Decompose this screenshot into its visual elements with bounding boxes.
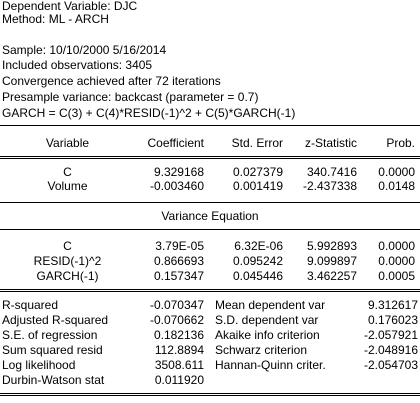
- stats-top-rule-2: [0, 291, 420, 292]
- stat-label-left: R-squared: [2, 298, 59, 312]
- variance-equation-title: Variance Equation: [161, 209, 259, 223]
- stat-label-left: Adjusted R-squared: [2, 313, 109, 327]
- stat-label-right: S.D. dependent var: [215, 313, 319, 327]
- dependent-variable-line: Dependent Variable: DJC: [2, 0, 138, 13]
- column-header-z-statistic: z-Statistic: [304, 136, 357, 150]
- row-variable: C: [63, 165, 72, 179]
- row-variable: GARCH(-1): [36, 269, 99, 283]
- stat-value-left: 112.8894: [154, 343, 204, 357]
- row-z-statistic: 5.992893: [306, 239, 357, 253]
- stat-value-right: -2.054703: [363, 358, 418, 372]
- column-header-coefficient: Coefficient: [147, 136, 204, 150]
- row-z-statistic: 340.7416: [306, 165, 357, 179]
- row-z-statistic: 9.099897: [306, 254, 357, 268]
- stat-label-right: Akaike info criterion: [215, 328, 320, 342]
- convergence-line: Convergence achieved after 72 iterations: [2, 74, 221, 88]
- stat-value-left: -0.070662: [149, 313, 204, 327]
- stat-value-left: 3508.611: [154, 358, 204, 372]
- row-coefficient: 3.79E-05: [155, 239, 204, 253]
- column-header-variable: Variable: [45, 136, 90, 150]
- row-variable: C: [63, 239, 72, 253]
- method-line: Method: ML - ARCH: [2, 12, 109, 26]
- row-variable: Volume: [47, 179, 88, 193]
- stat-label-left: S.E. of regression: [2, 328, 98, 342]
- row-prob: 0.0148: [378, 179, 415, 193]
- row-std-error: 0.027379: [232, 165, 283, 179]
- row-prob: 0.0000: [378, 165, 415, 179]
- stat-value-left: 0.011920: [154, 373, 204, 387]
- row-prob: 0.0000: [378, 254, 415, 268]
- row-variable: RESID(-1)^2: [33, 254, 102, 268]
- row-z-statistic: 3.462257: [306, 269, 357, 283]
- stat-value-right: -2.048916: [363, 343, 418, 357]
- row-std-error: 0.045446: [232, 269, 283, 283]
- row-prob: 0.0005: [378, 269, 415, 283]
- column-header-std-error: Std. Error: [231, 136, 283, 150]
- row-coefficient: 0.866693: [153, 254, 204, 268]
- sample-line: Sample: 10/10/2000 5/16/2014: [2, 43, 167, 57]
- row-prob: 0.0000: [378, 239, 415, 253]
- row-std-error: 0.095242: [232, 254, 283, 268]
- stat-label-left: Sum squared resid: [2, 343, 103, 357]
- included-observations-line: Included observations: 3405: [2, 58, 153, 72]
- table-top-rule: [0, 125, 420, 126]
- row-z-statistic: -2.437338: [302, 179, 357, 193]
- table-bottom-rule-2: [0, 395, 420, 396]
- stat-value-left: 0.182136: [153, 328, 204, 342]
- stats-top-rule-1: [0, 289, 420, 290]
- stat-label-right: Mean dependent var: [215, 298, 326, 312]
- variance-section-top-rule: [0, 202, 420, 203]
- stat-value-right: -2.057921: [363, 328, 418, 342]
- header-rule-1: [0, 156, 420, 157]
- presample-variance-line: Presample variance: backcast (parameter …: [2, 90, 259, 104]
- row-std-error: 0.001419: [232, 179, 283, 193]
- stat-value-right: 0.176023: [367, 313, 418, 327]
- table-bottom-rule-1: [0, 393, 420, 394]
- column-header-prob: Prob.: [386, 136, 415, 150]
- stat-label-left: Durbin-Watson stat: [2, 373, 105, 387]
- stat-label-right: Hannan-Quinn criter.: [215, 358, 326, 372]
- stat-value-right: 9.312617: [367, 298, 418, 312]
- row-std-error: 6.32E-06: [234, 239, 283, 253]
- header-rule-2: [0, 158, 420, 159]
- stat-label-right: Schwarz criterion: [215, 343, 308, 357]
- garch-equation-line: GARCH = C(3) + C(4)*RESID(-1)^2 + C(5)*G…: [2, 106, 296, 120]
- row-coefficient: -0.003460: [149, 179, 204, 193]
- row-coefficient: 9.329168: [153, 165, 204, 179]
- row-coefficient: 0.157347: [153, 269, 204, 283]
- stat-label-left: Log likelihood: [2, 358, 76, 372]
- variance-section-bottom-rule: [0, 229, 420, 230]
- stat-value-left: -0.070347: [149, 298, 204, 312]
